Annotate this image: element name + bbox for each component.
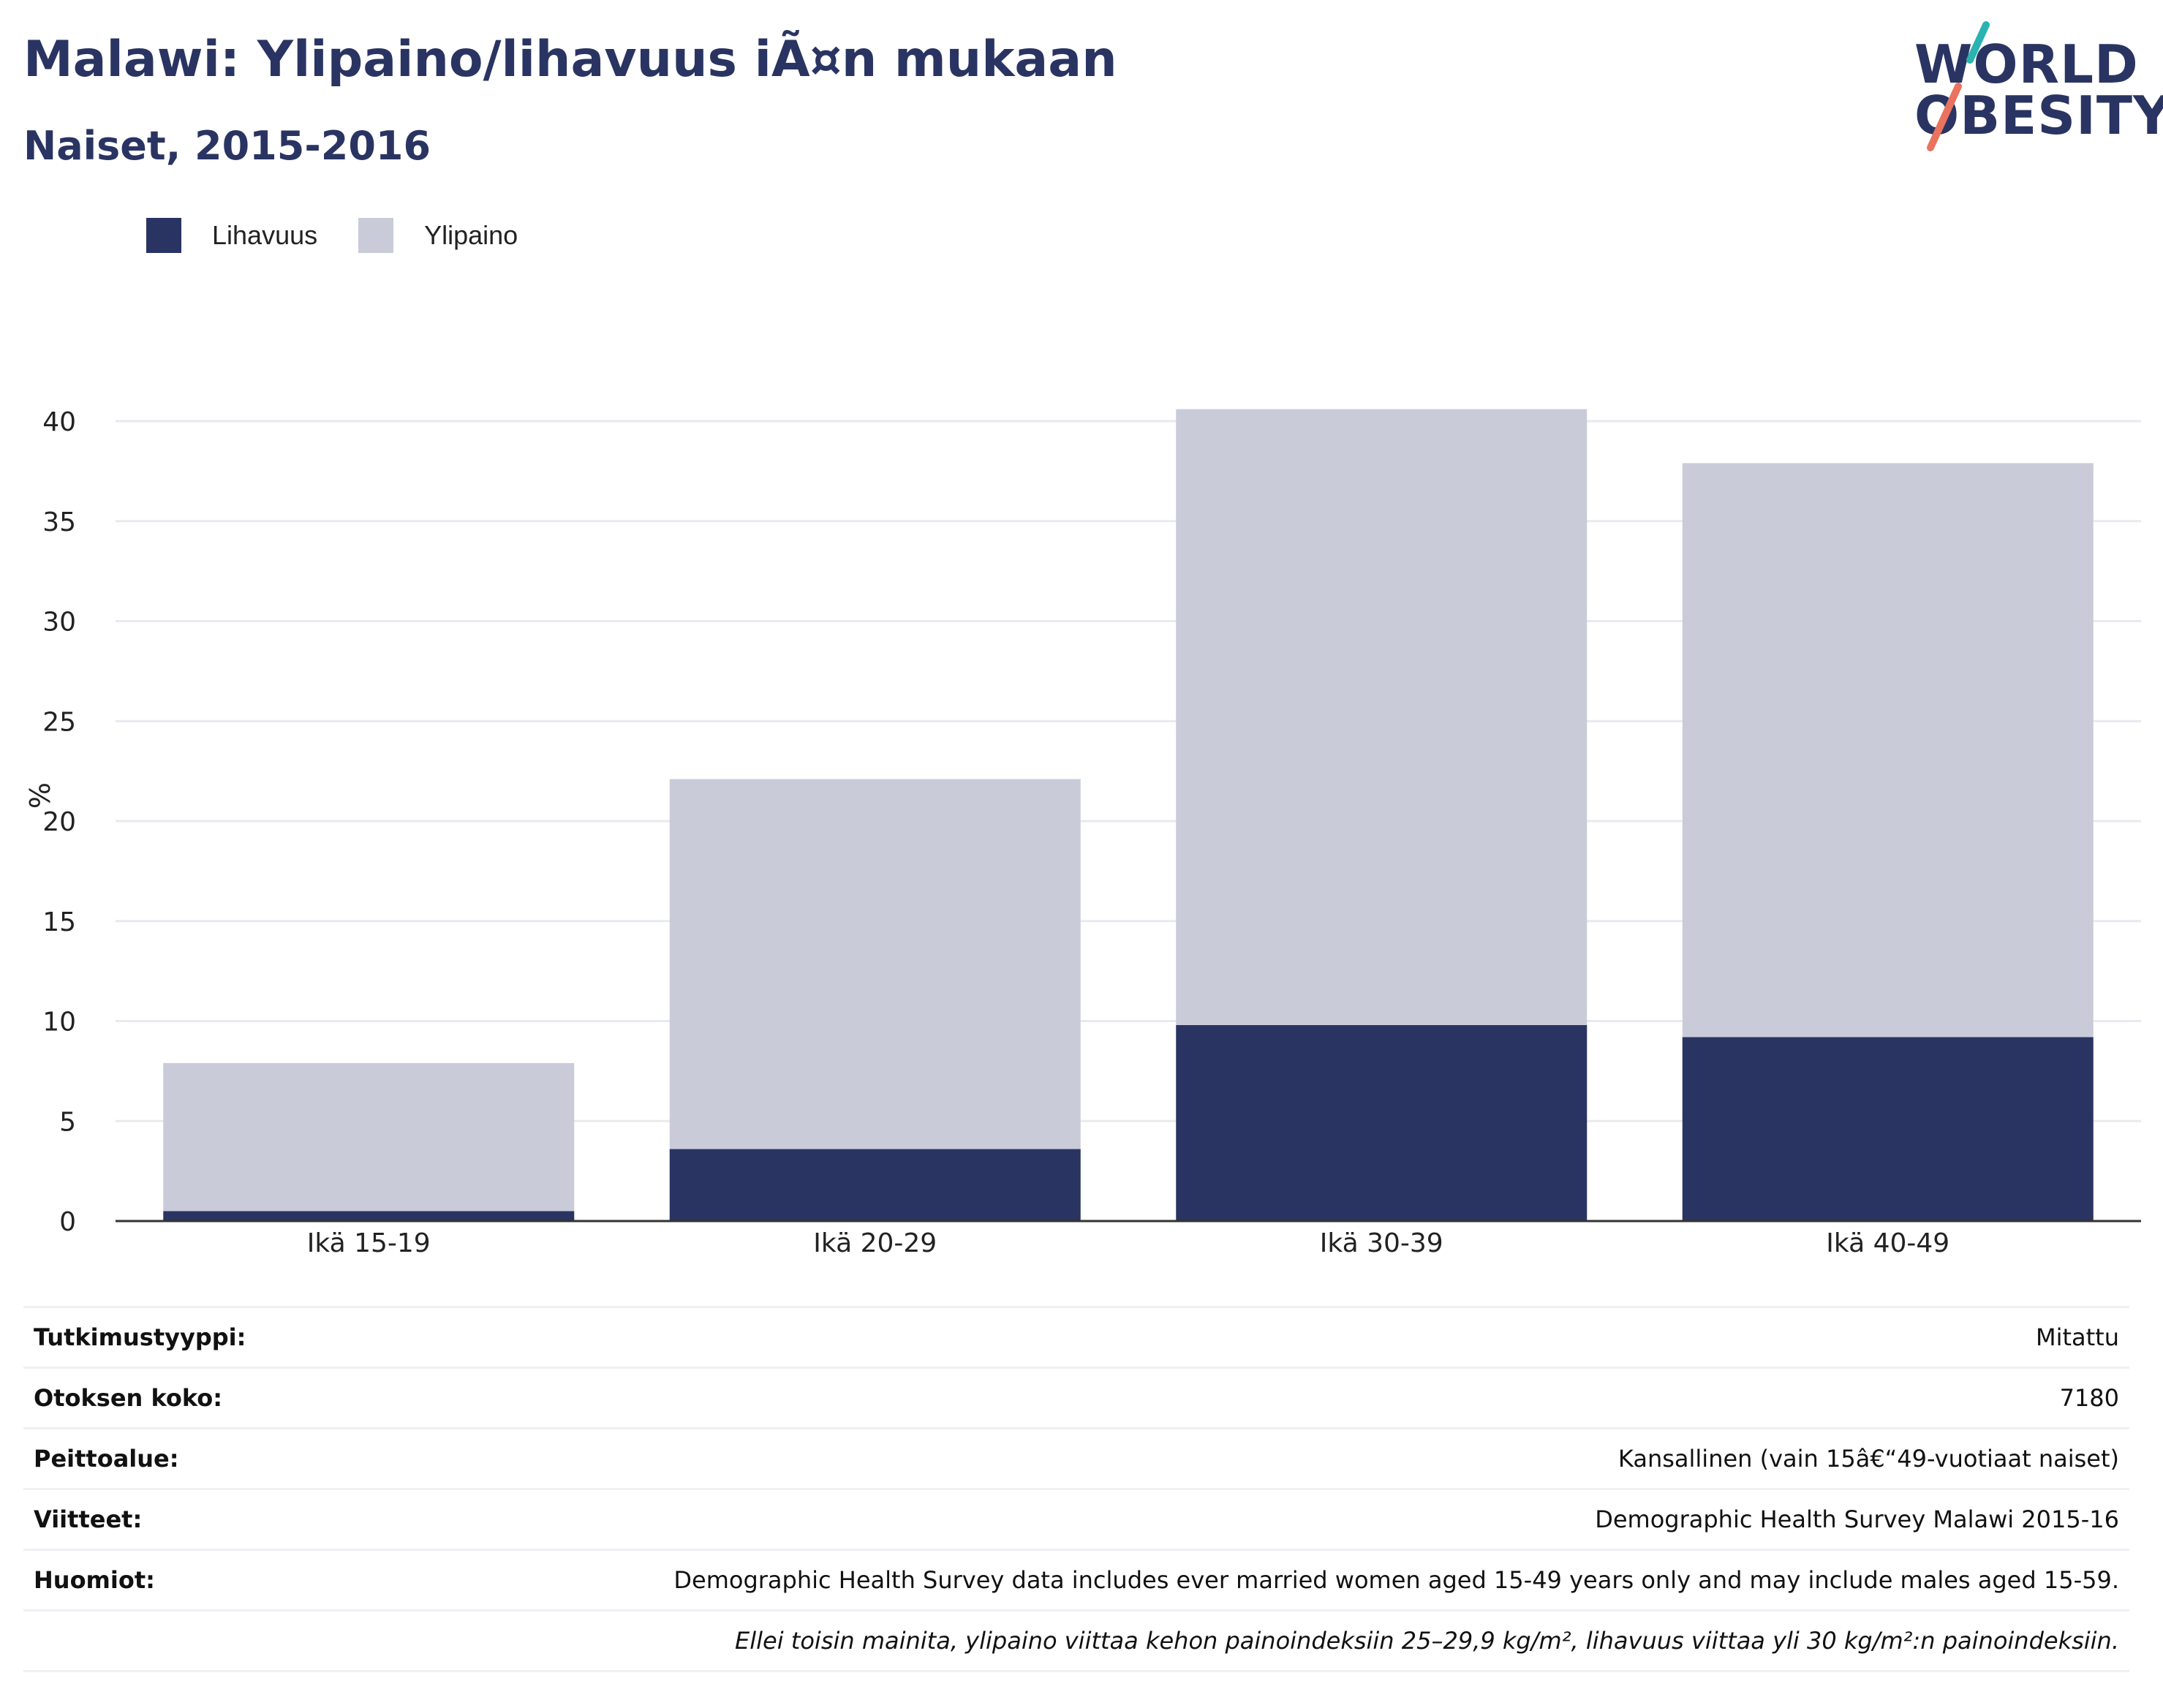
legend-item-ylipaino: Ylipaino — [358, 218, 518, 253]
y-tick-label: 0 — [59, 1207, 76, 1237]
y-tick-label: 5 — [59, 1107, 76, 1137]
info-row: Peittoalue: Kansallinen (vain 15â€“49-vuo… — [23, 1427, 2129, 1489]
stacked-bar-chart: 0 5 10 15 20 25 30 35 40% Ikä 15-19 Ikä 20-29 Ikä 3… — [24, 407, 2141, 1258]
info-label: Peittoalue: — [23, 1427, 424, 1489]
x-tick-label: Ikä 15-19 — [307, 1228, 431, 1258]
bar-lihavuus — [163, 1211, 575, 1221]
legend-item-lihavuus: Lihavuus — [146, 218, 317, 253]
footnote-row: Ellei toisin mainita, ylipaino viittaa k… — [23, 1609, 2129, 1672]
legend-swatch-ylipaino — [358, 218, 394, 253]
logo-word-top: WORLD — [1914, 34, 2139, 95]
info-label: Huomiot: — [23, 1549, 424, 1611]
y-tick-label: 40 — [42, 407, 76, 437]
info-label: Viitteet: — [23, 1488, 424, 1550]
info-value: 7180 — [424, 1367, 2129, 1429]
legend-label-lihavuus: Lihavuus — [212, 220, 318, 250]
y-tick-label: 20 — [42, 807, 76, 837]
x-tick-label: Ikä 40-49 — [1826, 1228, 1949, 1258]
y-tick-label: 35 — [42, 507, 76, 537]
info-label: Otoksen koko: — [23, 1367, 424, 1429]
y-axis-title: % — [24, 782, 56, 809]
y-tick-label: 15 — [42, 907, 76, 937]
legend-label-ylipaino: Ylipaino — [424, 220, 518, 250]
x-tick-label: Ikä 30-39 — [1320, 1228, 1443, 1258]
legend-swatch-lihavuus — [146, 218, 181, 253]
bar-ylipaino — [1682, 463, 2094, 1038]
info-row: Huomiot: Demographic Health Survey data i… — [23, 1549, 2129, 1611]
info-value: Kansallinen (vain 15â€“49-vuotiaat naise… — [424, 1427, 2129, 1489]
chart-subtitle: Naiset, 2015-2016 — [23, 123, 431, 169]
info-label: Tutkimustyyppi: — [23, 1306, 424, 1368]
info-row: Viitteet: Demographic Health Survey Malaw… — [23, 1488, 2129, 1550]
survey-info-table: Tutkimustyyppi: Mitattu Otoksen koko: 7180 P… — [23, 1306, 2129, 1672]
logo-slash-icon — [1927, 21, 1990, 151]
info-value: Demographic Health Survey data includes … — [424, 1549, 2129, 1611]
y-tick-label: 30 — [42, 608, 76, 638]
bar-ylipaino — [1176, 409, 1588, 1025]
bar-lihavuus — [1176, 1024, 1588, 1221]
footnote: Ellei toisin mainita, ylipaino viittaa k… — [23, 1609, 2129, 1672]
world-obesity-logo: WORLD OBESITY — [1900, 20, 2163, 159]
info-row: Tutkimustyyppi: Mitattu — [23, 1306, 2129, 1368]
y-tick-label: 25 — [42, 707, 76, 737]
bar-ylipaino — [669, 779, 1081, 1149]
bar-lihavuus — [1682, 1037, 2094, 1221]
bar-lihavuus — [669, 1149, 1081, 1221]
chart-legend: Lihavuus Ylipaino — [146, 218, 559, 253]
chart-title: Malawi: Ylipaino/lihavuus iÃ¤n mukaan — [23, 31, 1117, 88]
info-row: Otoksen koko: 7180 — [23, 1367, 2129, 1429]
info-value: Demographic Health Survey Malawi 2015-16 — [424, 1488, 2129, 1550]
info-value: Mitattu — [424, 1306, 2129, 1368]
bar-ylipaino — [163, 1062, 575, 1212]
x-tick-label: Ikä 20-29 — [813, 1228, 937, 1258]
y-tick-label: 10 — [42, 1008, 76, 1038]
